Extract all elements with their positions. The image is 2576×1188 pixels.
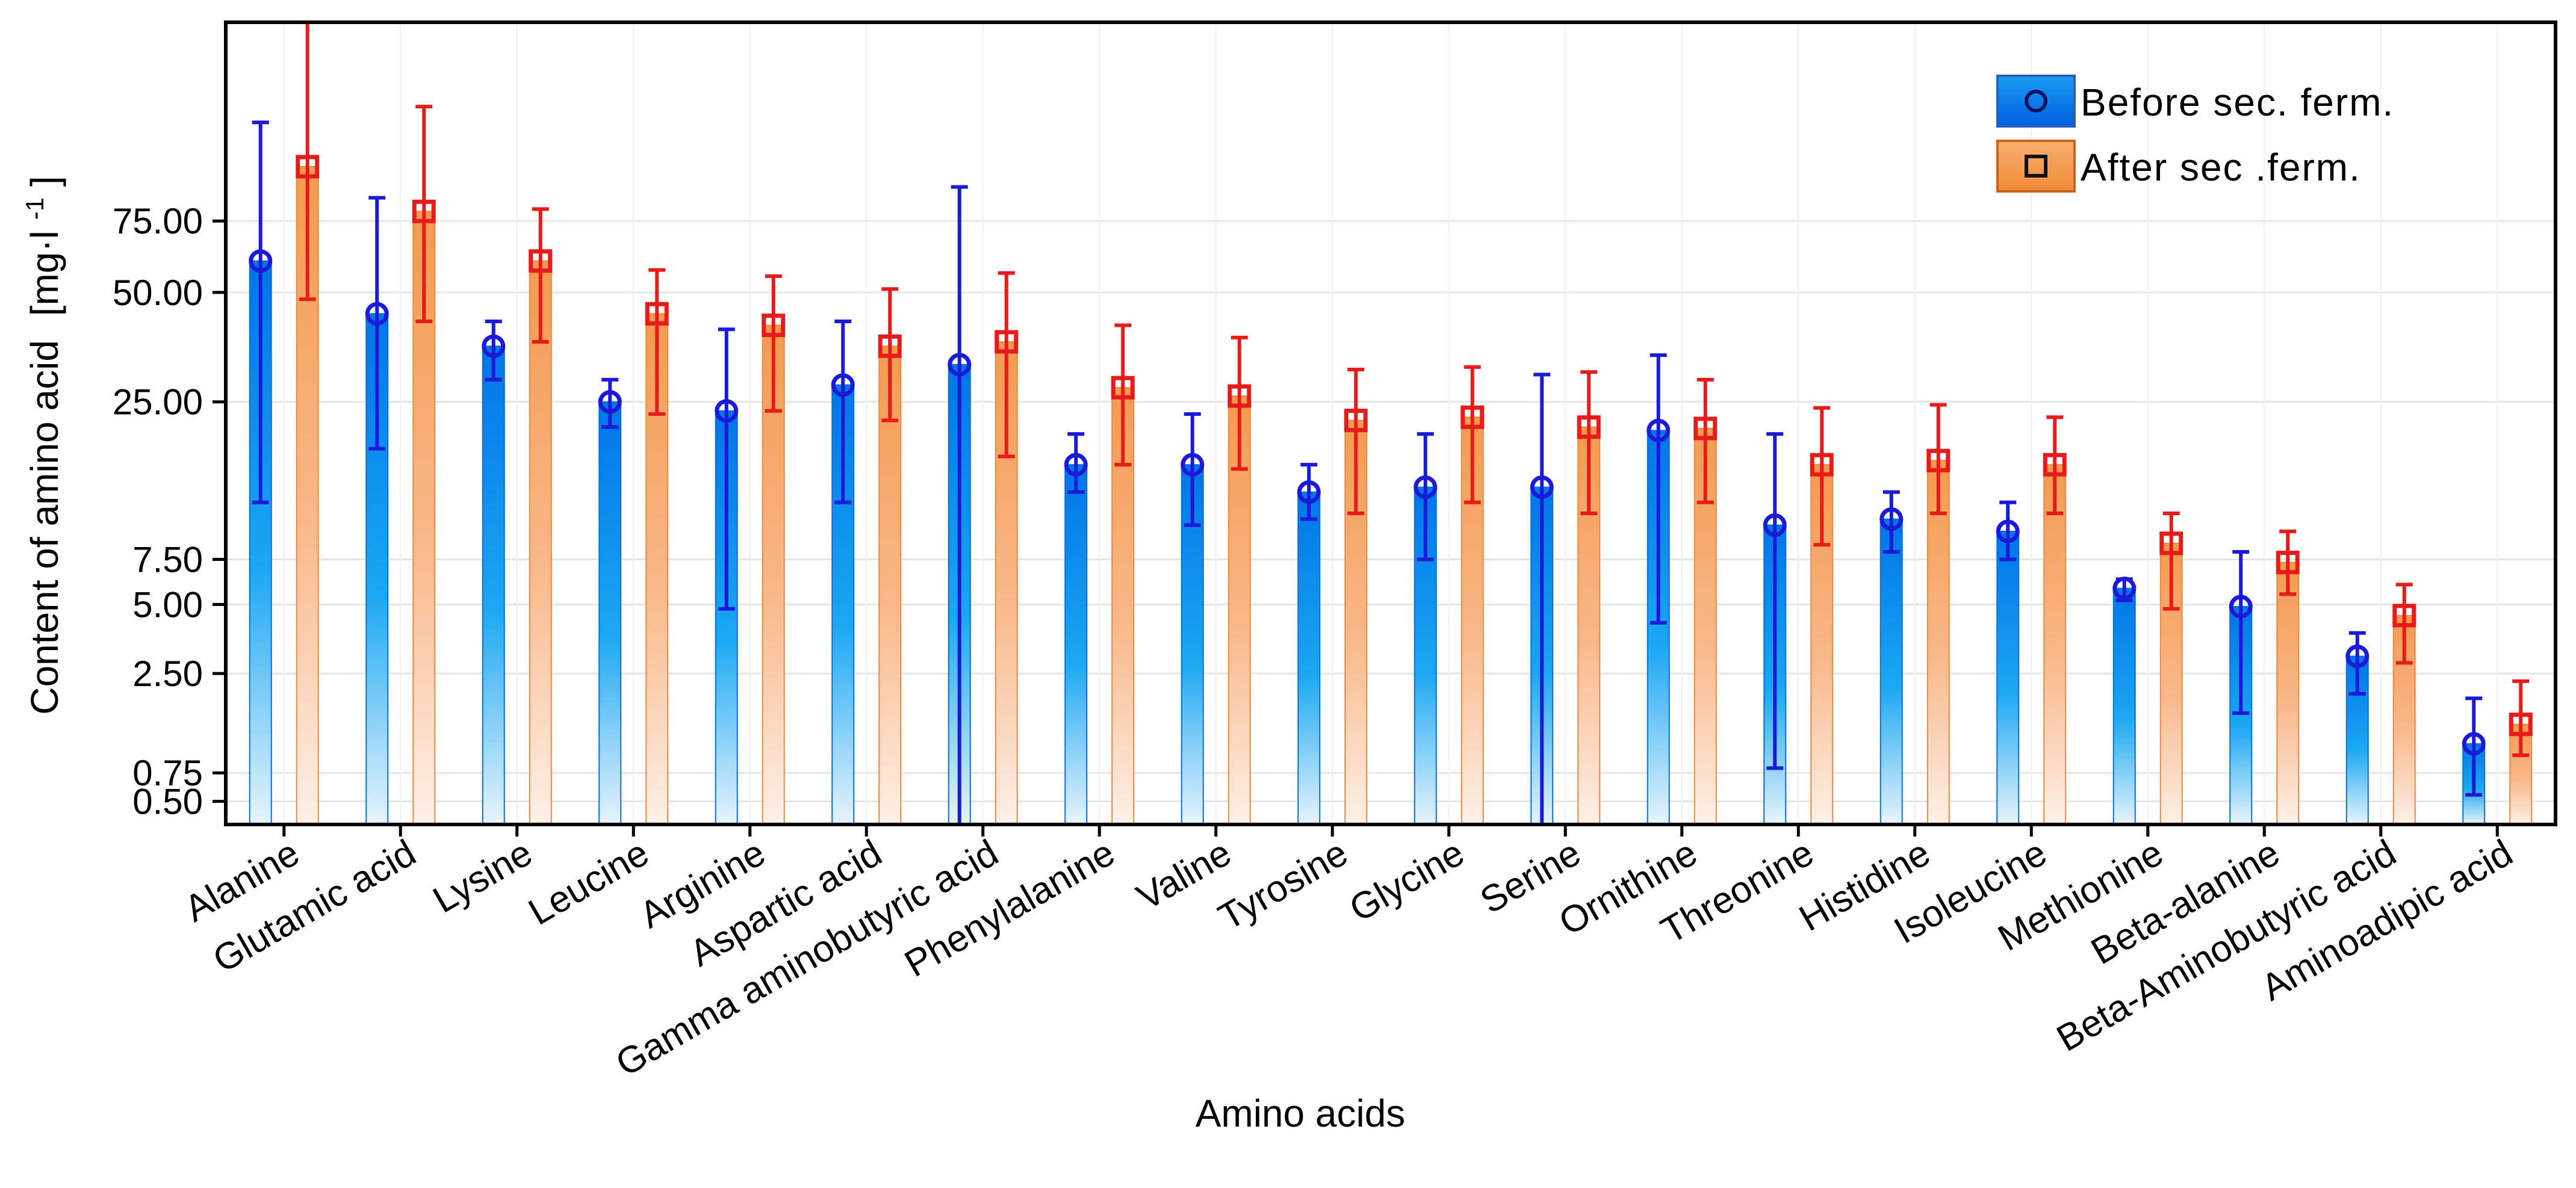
error-bars-layer	[252, 20, 2530, 824]
y-tick-label: 0.75	[132, 753, 203, 793]
point-marker-square	[296, 155, 320, 179]
point-marker-circle	[482, 334, 506, 358]
point-marker-circle	[2229, 595, 2253, 619]
y-tick-label: 25.00	[113, 382, 203, 422]
point-marker-circle	[249, 249, 273, 273]
y-tick-label: 50.00	[113, 273, 203, 313]
y-tick-label: 2.50	[132, 654, 203, 694]
legend-square-marker-icon	[2025, 155, 2047, 178]
point-marker-circle	[1646, 418, 1671, 442]
y-axis-title-main: Content of amino acid	[23, 340, 66, 715]
y-axis-title-unit-sup: -1	[20, 197, 49, 220]
point-marker-circle	[2345, 644, 2370, 668]
y-axis-title-unit-close: ]	[23, 176, 66, 187]
point-marker-square	[1926, 448, 1951, 472]
bar-after	[296, 166, 319, 825]
bar-after	[2276, 562, 2300, 825]
point-marker-square	[1577, 415, 1601, 439]
bar-after	[2043, 464, 2067, 825]
point-marker-circle	[831, 373, 855, 397]
point-marker-circle	[948, 353, 972, 377]
point-marker-square	[1344, 409, 1368, 433]
bar-before	[1879, 518, 1903, 826]
y-axis-title: Content of amino acid [mg·l -1 ]	[8, 176, 66, 714]
bar-before	[482, 345, 505, 825]
point-marker-square	[529, 249, 553, 273]
bar-before	[1996, 530, 2020, 825]
bar-before	[1297, 491, 1321, 825]
point-marker-square	[2159, 531, 2183, 555]
category-label: Leucine	[522, 832, 656, 933]
grid-layer	[226, 22, 2556, 824]
y-tick-label: 5.00	[132, 584, 203, 625]
legend-label-before: Before sec. ferm.	[2081, 81, 2394, 124]
legend-swatch-after	[1996, 140, 2076, 193]
point-marker-circle	[1297, 480, 1321, 504]
bar-after	[878, 345, 902, 825]
legend-swatch-before	[1996, 75, 2076, 128]
category-label: Tyrosine	[1212, 832, 1355, 938]
point-marker-circle	[2112, 577, 2137, 601]
point-marker-circle	[1414, 475, 1438, 500]
legend-label-after: After sec .ferm.	[2081, 146, 2361, 189]
point-marker-square	[1693, 416, 1718, 441]
category-label: Lysine	[426, 832, 539, 921]
point-marker-square	[2043, 453, 2067, 477]
point-marker-square	[878, 334, 902, 358]
point-marker-square	[995, 330, 1019, 354]
category-label: Glycine	[1342, 832, 1471, 930]
point-marker-circle	[365, 302, 389, 326]
x-axis-title: Amino acids	[1196, 1092, 1406, 1135]
point-marker-circle	[1996, 519, 2020, 543]
point-marker-square	[1810, 453, 1834, 477]
point-marker-circle	[1181, 453, 1205, 477]
point-marker-square	[1111, 376, 1135, 400]
point-marker-circle	[2462, 732, 2486, 756]
bar-after	[1926, 460, 1950, 825]
bar-after	[529, 260, 552, 826]
legend-circle-marker-icon	[2025, 90, 2047, 113]
point-marker-square	[412, 199, 436, 223]
legend: Before sec. ferm. After sec .ferm.	[1996, 75, 2394, 193]
bar-before	[598, 401, 622, 825]
point-marker-circle	[1064, 453, 1088, 477]
point-marker-square	[2392, 604, 2416, 628]
y-axis-title-unit: [mg·l	[23, 230, 66, 316]
y-tick-label: 7.50	[132, 539, 203, 580]
point-marker-circle	[715, 399, 739, 423]
point-marker-circle	[1879, 507, 1904, 531]
point-marker-circle	[1530, 475, 1554, 500]
point-marker-square	[1460, 405, 1485, 429]
bar-before	[1064, 464, 1088, 825]
point-marker-circle	[598, 390, 622, 414]
y-tick-label: 0.50	[132, 781, 203, 821]
bar-before	[1414, 486, 1437, 825]
point-marker-square	[1227, 384, 1252, 408]
point-marker-circle	[1763, 513, 1787, 537]
bar-before	[2112, 587, 2136, 826]
markers-layer	[249, 155, 2533, 756]
bars-layer	[249, 166, 2533, 826]
point-marker-square	[645, 302, 669, 326]
point-marker-square	[762, 314, 786, 338]
plot-frame	[224, 20, 2557, 826]
point-marker-square	[2509, 713, 2533, 737]
y-tick-label: 75.00	[113, 201, 203, 241]
point-marker-square	[2276, 551, 2300, 575]
axis-layer: 0.500.75 2.50 5.007.50 25.00 50.00 75.00	[113, 201, 2499, 837]
